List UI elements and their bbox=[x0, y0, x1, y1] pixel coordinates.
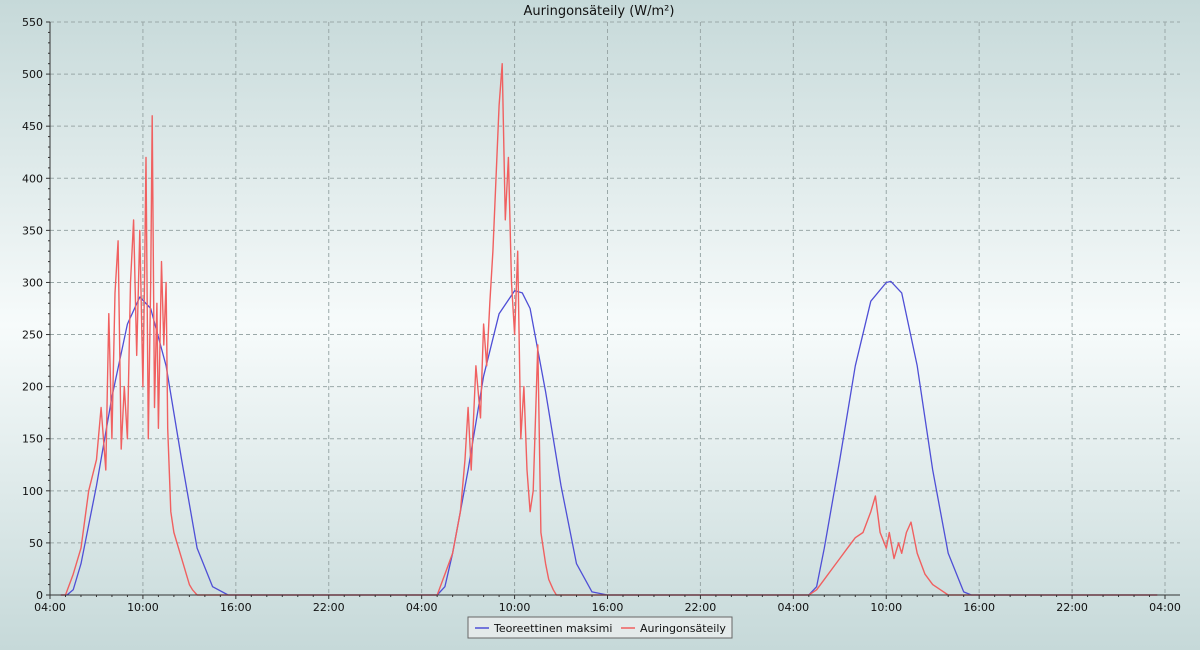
x-tick-label: 16:00 bbox=[963, 601, 995, 614]
legend-label-solar-radiation: Auringonsäteily bbox=[640, 622, 726, 635]
x-tick-label: 10:00 bbox=[499, 601, 531, 614]
x-tick-label: 04:00 bbox=[1149, 601, 1181, 614]
grid bbox=[50, 21, 1180, 595]
y-tick-label: 400 bbox=[22, 172, 43, 185]
x-tick-label: 16:00 bbox=[592, 601, 624, 614]
y-tick-label: 550 bbox=[22, 16, 43, 29]
x-tick-label: 04:00 bbox=[777, 601, 809, 614]
axes bbox=[49, 22, 1180, 596]
y-tick-label: 50 bbox=[29, 537, 43, 550]
y-tick-label: 300 bbox=[22, 276, 43, 289]
y-tick-label: 450 bbox=[22, 120, 43, 133]
y-tick-label: 250 bbox=[22, 329, 43, 342]
legend-label-theoretical-max: Teoreettinen maksimi bbox=[493, 622, 612, 635]
y-tick-label: 150 bbox=[22, 433, 43, 446]
series-line-solar-radiation bbox=[60, 63, 1158, 596]
x-ticks: 04:00 10:00 16:00 22:00 04:00 10:00 16:00 22:00… bbox=[34, 595, 1181, 614]
y-ticks: 0 50 100 150 200 250 300 350 400 450 500 550 bbox=[22, 16, 50, 602]
y-tick-label: 350 bbox=[22, 224, 43, 237]
x-tick-label: 16:00 bbox=[220, 601, 252, 614]
x-tick-label: 10:00 bbox=[870, 601, 902, 614]
y-tick-label: 100 bbox=[22, 485, 43, 498]
y-tick-label: 0 bbox=[36, 589, 43, 602]
x-tick-label: 04:00 bbox=[406, 601, 438, 614]
x-tick-label: 04:00 bbox=[34, 601, 66, 614]
x-tick-label: 22:00 bbox=[1056, 601, 1088, 614]
chart-title: Auringonsäteily (W/m²) bbox=[524, 4, 675, 19]
y-tick-label: 500 bbox=[22, 68, 43, 81]
series-layer bbox=[60, 63, 1158, 596]
legend-box bbox=[467, 616, 733, 639]
y-tick-label: 200 bbox=[22, 381, 43, 394]
x-tick-label: 22:00 bbox=[313, 601, 345, 614]
x-tick-label: 10:00 bbox=[127, 601, 159, 614]
legend: Teoreettinen maksimi Auringonsäteily bbox=[467, 616, 733, 639]
x-tick-label: 22:00 bbox=[685, 601, 717, 614]
